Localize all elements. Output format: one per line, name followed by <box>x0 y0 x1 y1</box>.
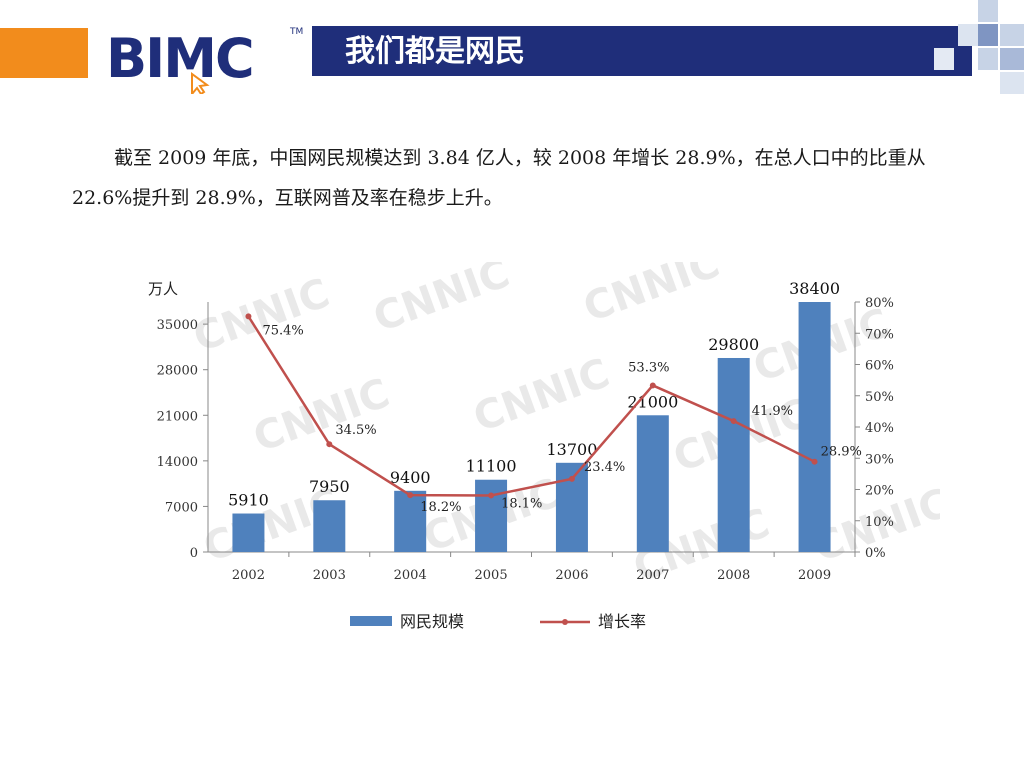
y2-tick-label: 30% <box>865 452 894 467</box>
x-tick-label: 2008 <box>717 568 750 583</box>
bar-value-label: 38400 <box>789 279 840 298</box>
bar-value-label: 29800 <box>708 335 759 354</box>
x-tick-label: 2006 <box>555 568 588 583</box>
x-tick-label: 2003 <box>313 568 346 583</box>
x-tick-label: 2005 <box>475 568 508 583</box>
x-tick-label: 2004 <box>394 568 427 583</box>
y2-tick-label: 10% <box>865 515 894 530</box>
bar-value-label: 21000 <box>627 392 678 411</box>
y2-tick-label: 40% <box>865 421 894 436</box>
growth-rate-label: 18.2% <box>420 500 461 515</box>
growth-rate-label: 28.9% <box>821 445 862 460</box>
y2-tick-label: 20% <box>865 484 894 499</box>
growth-rate-label: 18.1% <box>501 496 542 511</box>
y-tick-label: 35000 <box>157 318 198 333</box>
growth-rate-label: 41.9% <box>752 404 793 419</box>
bar-value-label: 11100 <box>466 457 517 476</box>
logo-text: BIMC <box>106 27 253 90</box>
growth-point-2003 <box>326 441 333 448</box>
y2-tick-label: 50% <box>865 390 894 405</box>
growth-point-2008 <box>730 418 737 425</box>
legend-bar-label: 网民规模 <box>400 612 464 631</box>
legend-line-marker <box>562 619 568 625</box>
x-tick-label: 2009 <box>798 568 831 583</box>
bar-2004 <box>394 490 427 552</box>
growth-point-2009 <box>811 458 818 465</box>
growth-point-2002 <box>245 313 252 320</box>
bar-2007 <box>636 415 669 552</box>
y-axis-unit: 万人 <box>148 280 178 298</box>
y-tick-label: 7000 <box>165 500 198 515</box>
bar-2002 <box>232 513 265 552</box>
legend-line-label: 增长率 <box>598 612 646 631</box>
y2-tick-label: 80% <box>865 296 894 311</box>
page-title: 我们都是网民 <box>345 34 525 69</box>
growth-rate-label: 75.4% <box>262 323 303 338</box>
y-tick-label: 28000 <box>157 364 198 379</box>
bar-2008 <box>717 357 750 552</box>
growth-point-2007 <box>649 382 656 389</box>
intro-paragraph: 截至 2009 年底，中国网民规模达到 3.84 亿人，较 2008 年增长 2… <box>72 147 926 209</box>
logo-tm: TM <box>289 27 303 37</box>
chart-container: CNNIC CNNIC CNNIC CNNIC CNNIC CNNIC CNNIC CNNIC… <box>120 262 940 642</box>
watermark-text: CNNIC <box>248 370 396 461</box>
y-tick-label: 0 <box>190 546 198 561</box>
y-tick-label: 21000 <box>157 409 198 424</box>
orange-accent-block <box>0 28 88 78</box>
bimc-logo: BIMC TM <box>106 27 303 94</box>
y2-tick-label: 70% <box>865 327 894 342</box>
growth-rate-label: 53.3% <box>628 360 669 375</box>
growth-point-2005 <box>488 492 495 499</box>
watermark-text: CNNIC <box>188 270 336 361</box>
x-tick-label: 2007 <box>636 568 669 583</box>
growth-rate-line <box>247 315 816 497</box>
watermark-text: CNNIC <box>578 262 726 331</box>
y-tick-label: 14000 <box>157 455 198 470</box>
growth-rate-label: 34.5% <box>335 423 376 438</box>
bar-2003 <box>313 500 346 552</box>
title-bar <box>312 26 972 76</box>
x-tick-label: 2002 <box>232 568 265 583</box>
decorative-squares <box>934 0 1024 94</box>
bar-value-label: 13700 <box>546 440 597 459</box>
growth-point-2004 <box>407 492 414 499</box>
growth-rate-label: 23.4% <box>584 460 625 475</box>
bar-value-label: 9400 <box>390 468 431 487</box>
cursor-icon <box>191 72 210 94</box>
bar-2005 <box>475 479 508 552</box>
bar-value-label: 7950 <box>309 477 350 496</box>
growth-point-2006 <box>568 475 575 482</box>
legend-bar-swatch <box>350 616 392 626</box>
y2-tick-label: 60% <box>865 359 894 374</box>
y2-tick-label: 0% <box>865 546 886 561</box>
bar-value-label: 5910 <box>228 491 269 510</box>
bar-2009 <box>798 302 831 552</box>
watermark-text: CNNIC <box>468 350 616 441</box>
watermark-text: CNNIC <box>368 262 516 341</box>
